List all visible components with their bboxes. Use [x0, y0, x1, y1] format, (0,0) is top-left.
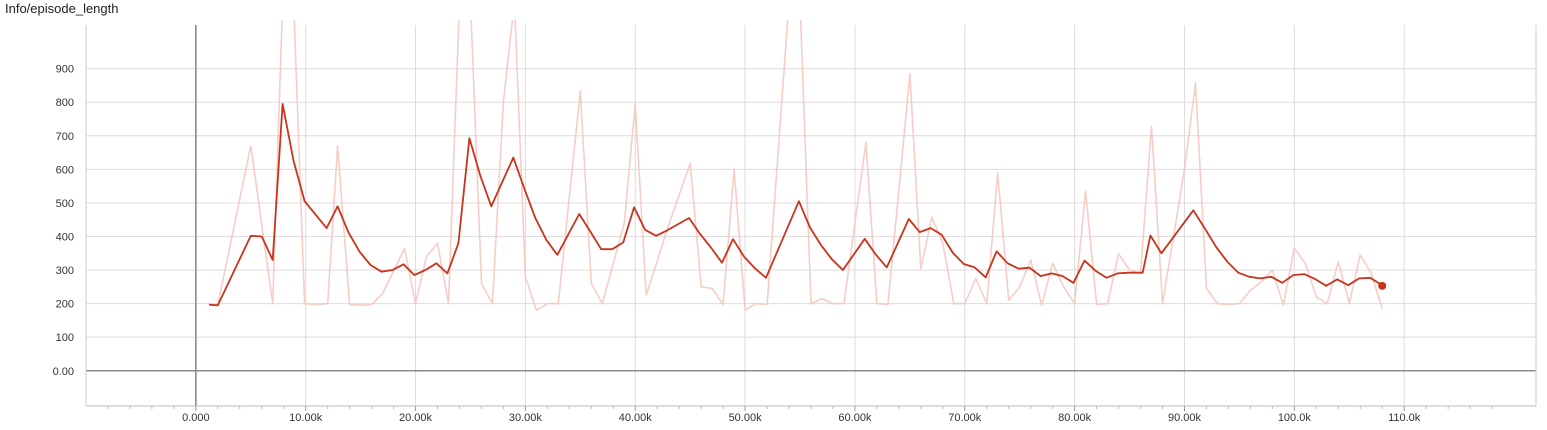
- y-tick-label: 300: [56, 265, 74, 277]
- x-tick-label: 70.00k: [948, 412, 982, 424]
- x-tick-label: 110.0k: [1388, 412, 1421, 424]
- chart-title: Info/episode_length: [5, 1, 119, 16]
- x-tick-label: 100.0k: [1278, 412, 1312, 424]
- y-tick-label: 900: [56, 64, 74, 76]
- y-tick-label: 700: [56, 131, 74, 143]
- x-tick-label: 90.00k: [1168, 412, 1202, 424]
- y-tick-label: 500: [56, 198, 74, 210]
- x-tick-label: 10.00k: [289, 412, 323, 424]
- y-tick-label: 400: [56, 231, 74, 243]
- y-tick-label: 600: [56, 164, 74, 176]
- axes: [85, 25, 1537, 407]
- x-tick-label: 40.00k: [619, 412, 653, 424]
- x-tick-label: 80.00k: [1058, 412, 1092, 424]
- x-tick-label: 30.00k: [509, 412, 543, 424]
- series-lines: [208, 20, 1387, 312]
- x-tick-label: 0.000: [182, 412, 210, 424]
- last-point-marker: [1378, 281, 1387, 290]
- y-tick-label: 0.00: [53, 366, 74, 378]
- x-tick-label: 60.00k: [838, 412, 872, 424]
- x-gridlines: [107, 25, 1493, 411]
- x-tick-label: 20.00k: [399, 412, 433, 424]
- series-line-smoothed: [208, 103, 1382, 307]
- y-tick-label: 800: [56, 97, 74, 109]
- x-tick-labels: 0.000 10.00k 20.00k 30.00k 40.00k 50.00k 60.00…: [182, 412, 1421, 424]
- y-tick-label: 100: [56, 332, 74, 344]
- y-tick-label: 200: [56, 299, 74, 311]
- series-line-raw: [209, 20, 1383, 312]
- y-tick-labels: 0.00 100 200 300 400 500 600 700 800 900: [53, 64, 74, 378]
- x-tick-label: 50.00k: [729, 412, 763, 424]
- y-gridlines: [86, 68, 1536, 372]
